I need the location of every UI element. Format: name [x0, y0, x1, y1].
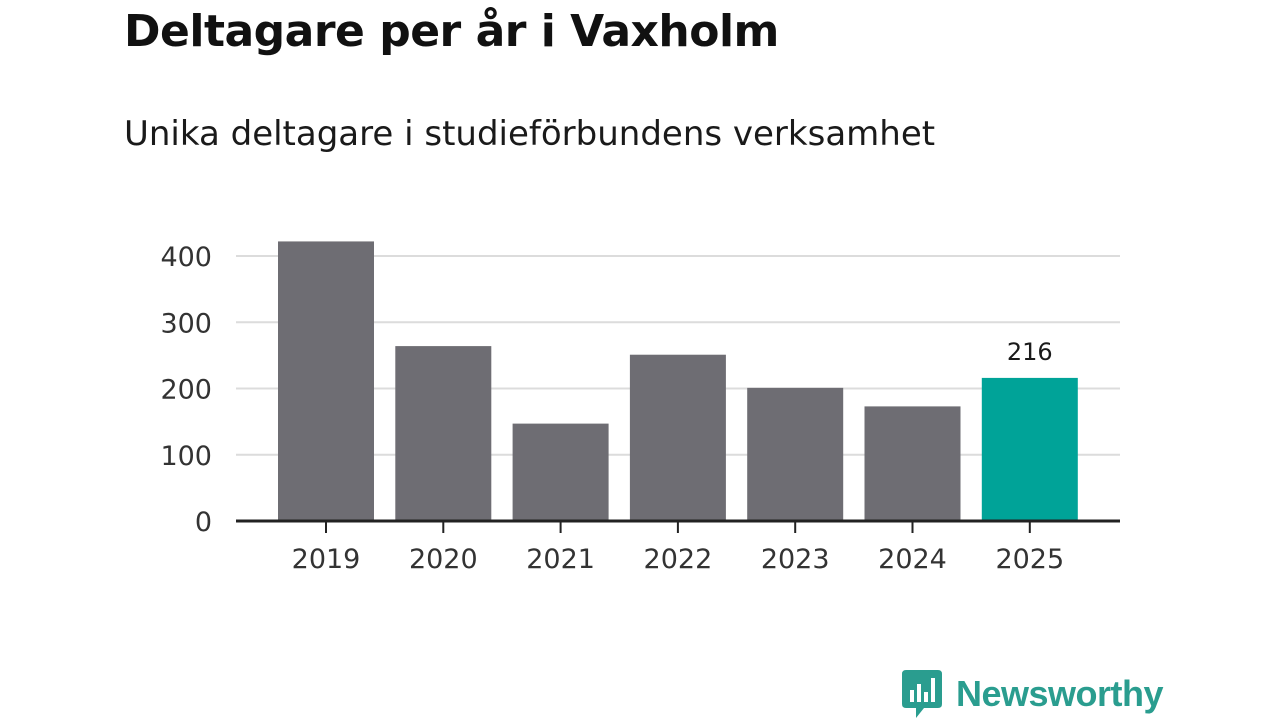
x-tick-label: 2024	[878, 544, 947, 575]
brand-name: Newsworthy	[956, 673, 1164, 714]
x-tick-label: 2020	[409, 544, 478, 575]
y-tick-label: 200	[160, 375, 212, 406]
x-tick-label: 2022	[644, 544, 713, 575]
bar-2023	[747, 387, 844, 521]
bar-2024	[864, 406, 961, 521]
bar-2021	[512, 423, 609, 521]
newsworthy-logo: Newsworthy	[902, 670, 1164, 718]
x-tick-label: 2025	[995, 544, 1064, 575]
bar-2019	[278, 241, 374, 522]
data-label: 216	[1007, 338, 1053, 366]
y-tick-label: 300	[160, 308, 212, 339]
x-tick-label: 2023	[761, 544, 830, 575]
x-tick-label: 2019	[292, 544, 361, 575]
bar-chart: 0 100 200 300 400 2019 2020 2021 2022 2023 2024 202…	[160, 241, 1120, 575]
newsworthy-logo-icon	[902, 670, 942, 718]
x-tick-label: 2021	[526, 544, 595, 575]
y-tick-label: 0	[195, 507, 212, 538]
y-tick-label: 400	[160, 242, 212, 273]
chart-title: Deltagare per år i Vaxholm	[124, 6, 779, 57]
bar-2022	[629, 354, 726, 521]
bar-2025	[981, 377, 1078, 521]
bar-2020	[395, 346, 492, 521]
y-tick-label: 100	[160, 441, 212, 472]
chart-subtitle: Unika deltagare i studieförbundens verks…	[124, 114, 936, 154]
